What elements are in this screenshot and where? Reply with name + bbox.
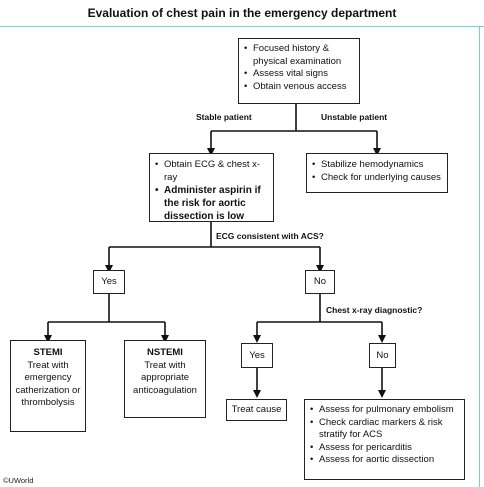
ecg-no-box: No — [305, 270, 335, 294]
copyright-footer: ©UWorld — [3, 476, 34, 485]
workup-item: Assess for pulmonary embolism — [309, 404, 460, 417]
workup-item: Check cardiac markers & risk stratify fo… — [309, 417, 460, 442]
nstemi-box: NSTEMI Treat with appropriate anticoagul… — [124, 340, 206, 418]
stable-item: Obtain ECG & chest x-ray — [154, 159, 269, 184]
stable-management-box: Obtain ECG & chest x-ray Administer aspi… — [149, 153, 274, 222]
stable-patient-label: Stable patient — [196, 112, 252, 122]
xray-question-label: Chest x-ray diagnostic? — [326, 305, 423, 315]
ecg-yes-box: Yes — [93, 270, 125, 294]
initial-evaluation-box: Focused history & physical examination A… — [238, 38, 360, 104]
workup-item: Assess for aortic dissection — [309, 454, 460, 467]
xray-no-box: No — [369, 343, 396, 368]
right-divider — [479, 26, 480, 487]
initial-item: Obtain venous access — [243, 81, 355, 94]
aspirin-item: Administer aspirin if the risk for aorti… — [154, 184, 269, 223]
initial-item: Assess vital signs — [243, 68, 355, 81]
no-acs-workup-box: Assess for pulmonary embolism Check card… — [304, 399, 465, 480]
unstable-item: Check for underlying causes — [311, 172, 443, 185]
stemi-title: STEMI — [33, 347, 63, 358]
nstemi-text: Treat with appropriate anticoagulation — [133, 359, 197, 396]
unstable-management-box: Stabilize hemodynamics Check for underly… — [306, 153, 448, 193]
top-divider — [0, 26, 484, 27]
xray-yes-box: Yes — [241, 343, 273, 368]
stemi-text: Treat with emergency catherization or th… — [15, 359, 81, 409]
diagram-title: Evaluation of chest pain in the emergenc… — [87, 6, 397, 20]
unstable-item: Stabilize hemodynamics — [311, 159, 443, 172]
initial-item: Focused history & physical examination — [243, 43, 355, 68]
treat-cause-box: Treat cause — [226, 399, 287, 421]
ecg-question-label: ECG consistent with ACS? — [216, 231, 324, 241]
stemi-box: STEMI Treat with emergency catherization… — [10, 340, 86, 432]
unstable-patient-label: Unstable patient — [321, 112, 388, 122]
workup-item: Assess for pericarditis — [309, 442, 460, 455]
nstemi-title: NSTEMI — [147, 347, 183, 358]
